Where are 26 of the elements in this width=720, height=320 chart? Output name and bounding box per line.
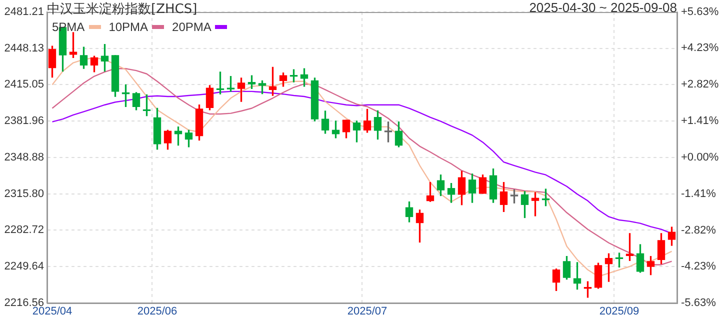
y2-tick-label: +4.23% (681, 42, 719, 54)
y-tick-label: 2415.05 (4, 78, 44, 91)
x-tick-label: 2025/04 (32, 305, 72, 318)
x-tick-label: 2025/07 (347, 305, 388, 318)
y2-tick-label: +5.63% (681, 6, 719, 18)
y2-tick-label: +2.82% (681, 78, 719, 91)
y-tick-label: 2381.96 (4, 115, 44, 128)
y2-tick-label: -2.82% (681, 224, 716, 236)
y2-tick-label: -1.41% (681, 188, 716, 200)
y-tick-label: 2448.13 (4, 42, 44, 54)
x-tick-label: 2025/09 (599, 305, 640, 318)
y-tick-label: 2249.64 (4, 260, 44, 272)
y2-tick-label: -4.23% (681, 260, 716, 273)
legend-label: 20PMA (172, 20, 212, 34)
chart-subtitle: 2025-04-30 ~ 2025-09-08 (529, 0, 677, 15)
y-tick-label: 2348.88 (4, 151, 44, 164)
y2-tick-label: +0.00% (681, 151, 719, 164)
y2-tick-label: +1.41% (681, 115, 719, 128)
y2-tick-label: -5.63% (681, 296, 716, 309)
y-tick-label: 2282.72 (4, 224, 44, 236)
legend-label: 10PMA (108, 20, 148, 34)
y-tick-label: 2315.80 (4, 188, 44, 200)
x-tick-label: 2025/06 (137, 305, 178, 318)
chart-title: 中汉玉米淀粉指数[ZHCS] (47, 1, 198, 18)
y-tick-label: 2481.21 (4, 6, 44, 18)
legend-label: 5PMA (52, 20, 85, 34)
